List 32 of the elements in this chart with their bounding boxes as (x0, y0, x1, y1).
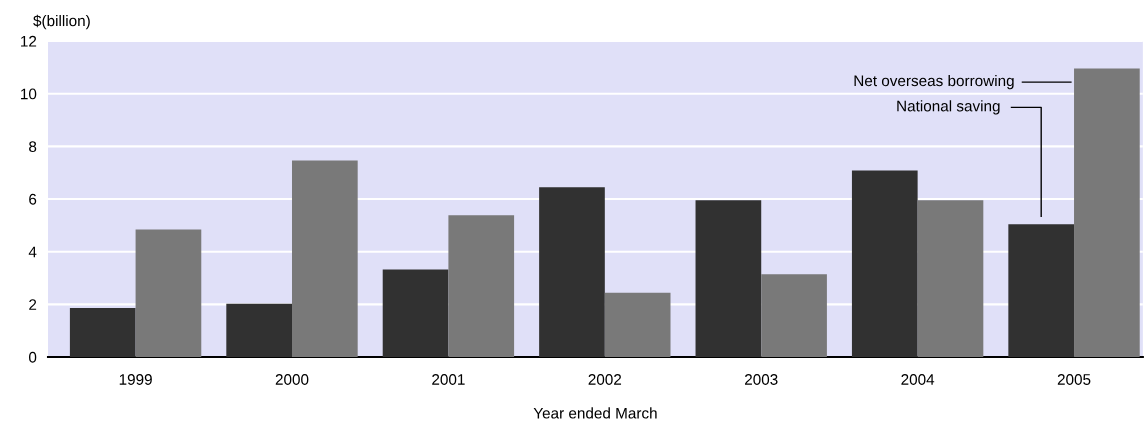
bar (382, 269, 449, 357)
bar (1008, 224, 1075, 357)
y-axis-title: $(billion) (33, 14, 90, 30)
bar (1074, 68, 1140, 357)
x-tick-label: 2000 (275, 374, 309, 385)
y-tick-label: 10 (21, 88, 37, 100)
x-tick-label: 2005 (1057, 374, 1091, 385)
y-tick-label: 0 (28, 351, 37, 363)
x-axis-title: Year ended March (533, 407, 657, 419)
y-tick-label: 8 (29, 141, 37, 153)
x-tick-label: 2002 (588, 374, 622, 385)
y-tick-label: 12 (21, 35, 37, 47)
x-tick-label: 2004 (901, 374, 935, 385)
bar (917, 200, 984, 357)
y-tick-label: 6 (29, 193, 37, 205)
bar (135, 229, 202, 357)
bar (695, 200, 762, 357)
bar (851, 170, 918, 357)
y-tick-label: 4 (28, 246, 37, 258)
bar (539, 187, 605, 357)
bar (604, 292, 671, 357)
text: Net overseas borrowing (854, 74, 1014, 90)
x-tick-label: 2001 (432, 374, 465, 385)
x-tick-label: 1999 (119, 374, 152, 385)
y-tick-label: 2 (29, 299, 37, 310)
bar (292, 160, 358, 357)
bar (69, 308, 136, 357)
x-tick-label: 2003 (745, 374, 778, 385)
bar (226, 303, 292, 357)
text: National saving (897, 100, 1000, 115)
bar (448, 215, 515, 357)
bar (761, 274, 827, 357)
